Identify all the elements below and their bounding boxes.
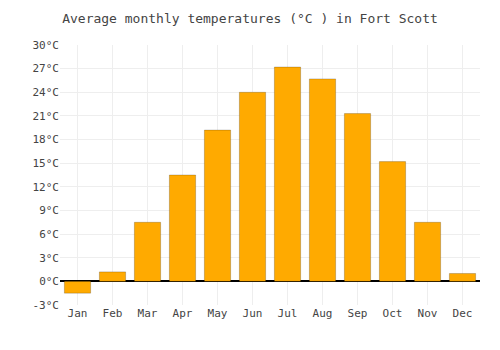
svg-text:6°C: 6°C [39, 228, 59, 241]
svg-text:15°C: 15°C [33, 157, 60, 170]
svg-text:-3°C: -3°C [33, 299, 60, 312]
svg-text:18°C: 18°C [33, 133, 60, 146]
svg-text:30°C: 30°C [33, 39, 60, 52]
svg-text:12°C: 12°C [33, 181, 60, 194]
svg-text:3°C: 3°C [39, 252, 59, 265]
svg-text:May: May [208, 307, 228, 320]
svg-text:0°C: 0°C [39, 275, 59, 288]
svg-text:Jun: Jun [243, 307, 263, 320]
svg-text:Dec: Dec [453, 307, 473, 320]
svg-text:Average monthly temperatures (: Average monthly temperatures (°C ) in Fo… [62, 11, 438, 26]
svg-text:9°C: 9°C [39, 204, 59, 217]
svg-text:Mar: Mar [138, 307, 158, 320]
svg-text:Nov: Nov [418, 307, 438, 320]
svg-text:Jan: Jan [68, 307, 88, 320]
svg-text:Jul: Jul [278, 307, 298, 320]
svg-text:Aug: Aug [313, 307, 333, 320]
svg-text:21°C: 21°C [33, 110, 60, 123]
svg-text:24°C: 24°C [33, 86, 60, 99]
svg-text:27°C: 27°C [33, 62, 60, 75]
svg-text:Sep: Sep [348, 307, 368, 320]
svg-text:Feb: Feb [103, 307, 123, 320]
svg-text:Apr: Apr [173, 307, 193, 320]
svg-text:Oct: Oct [383, 307, 403, 320]
